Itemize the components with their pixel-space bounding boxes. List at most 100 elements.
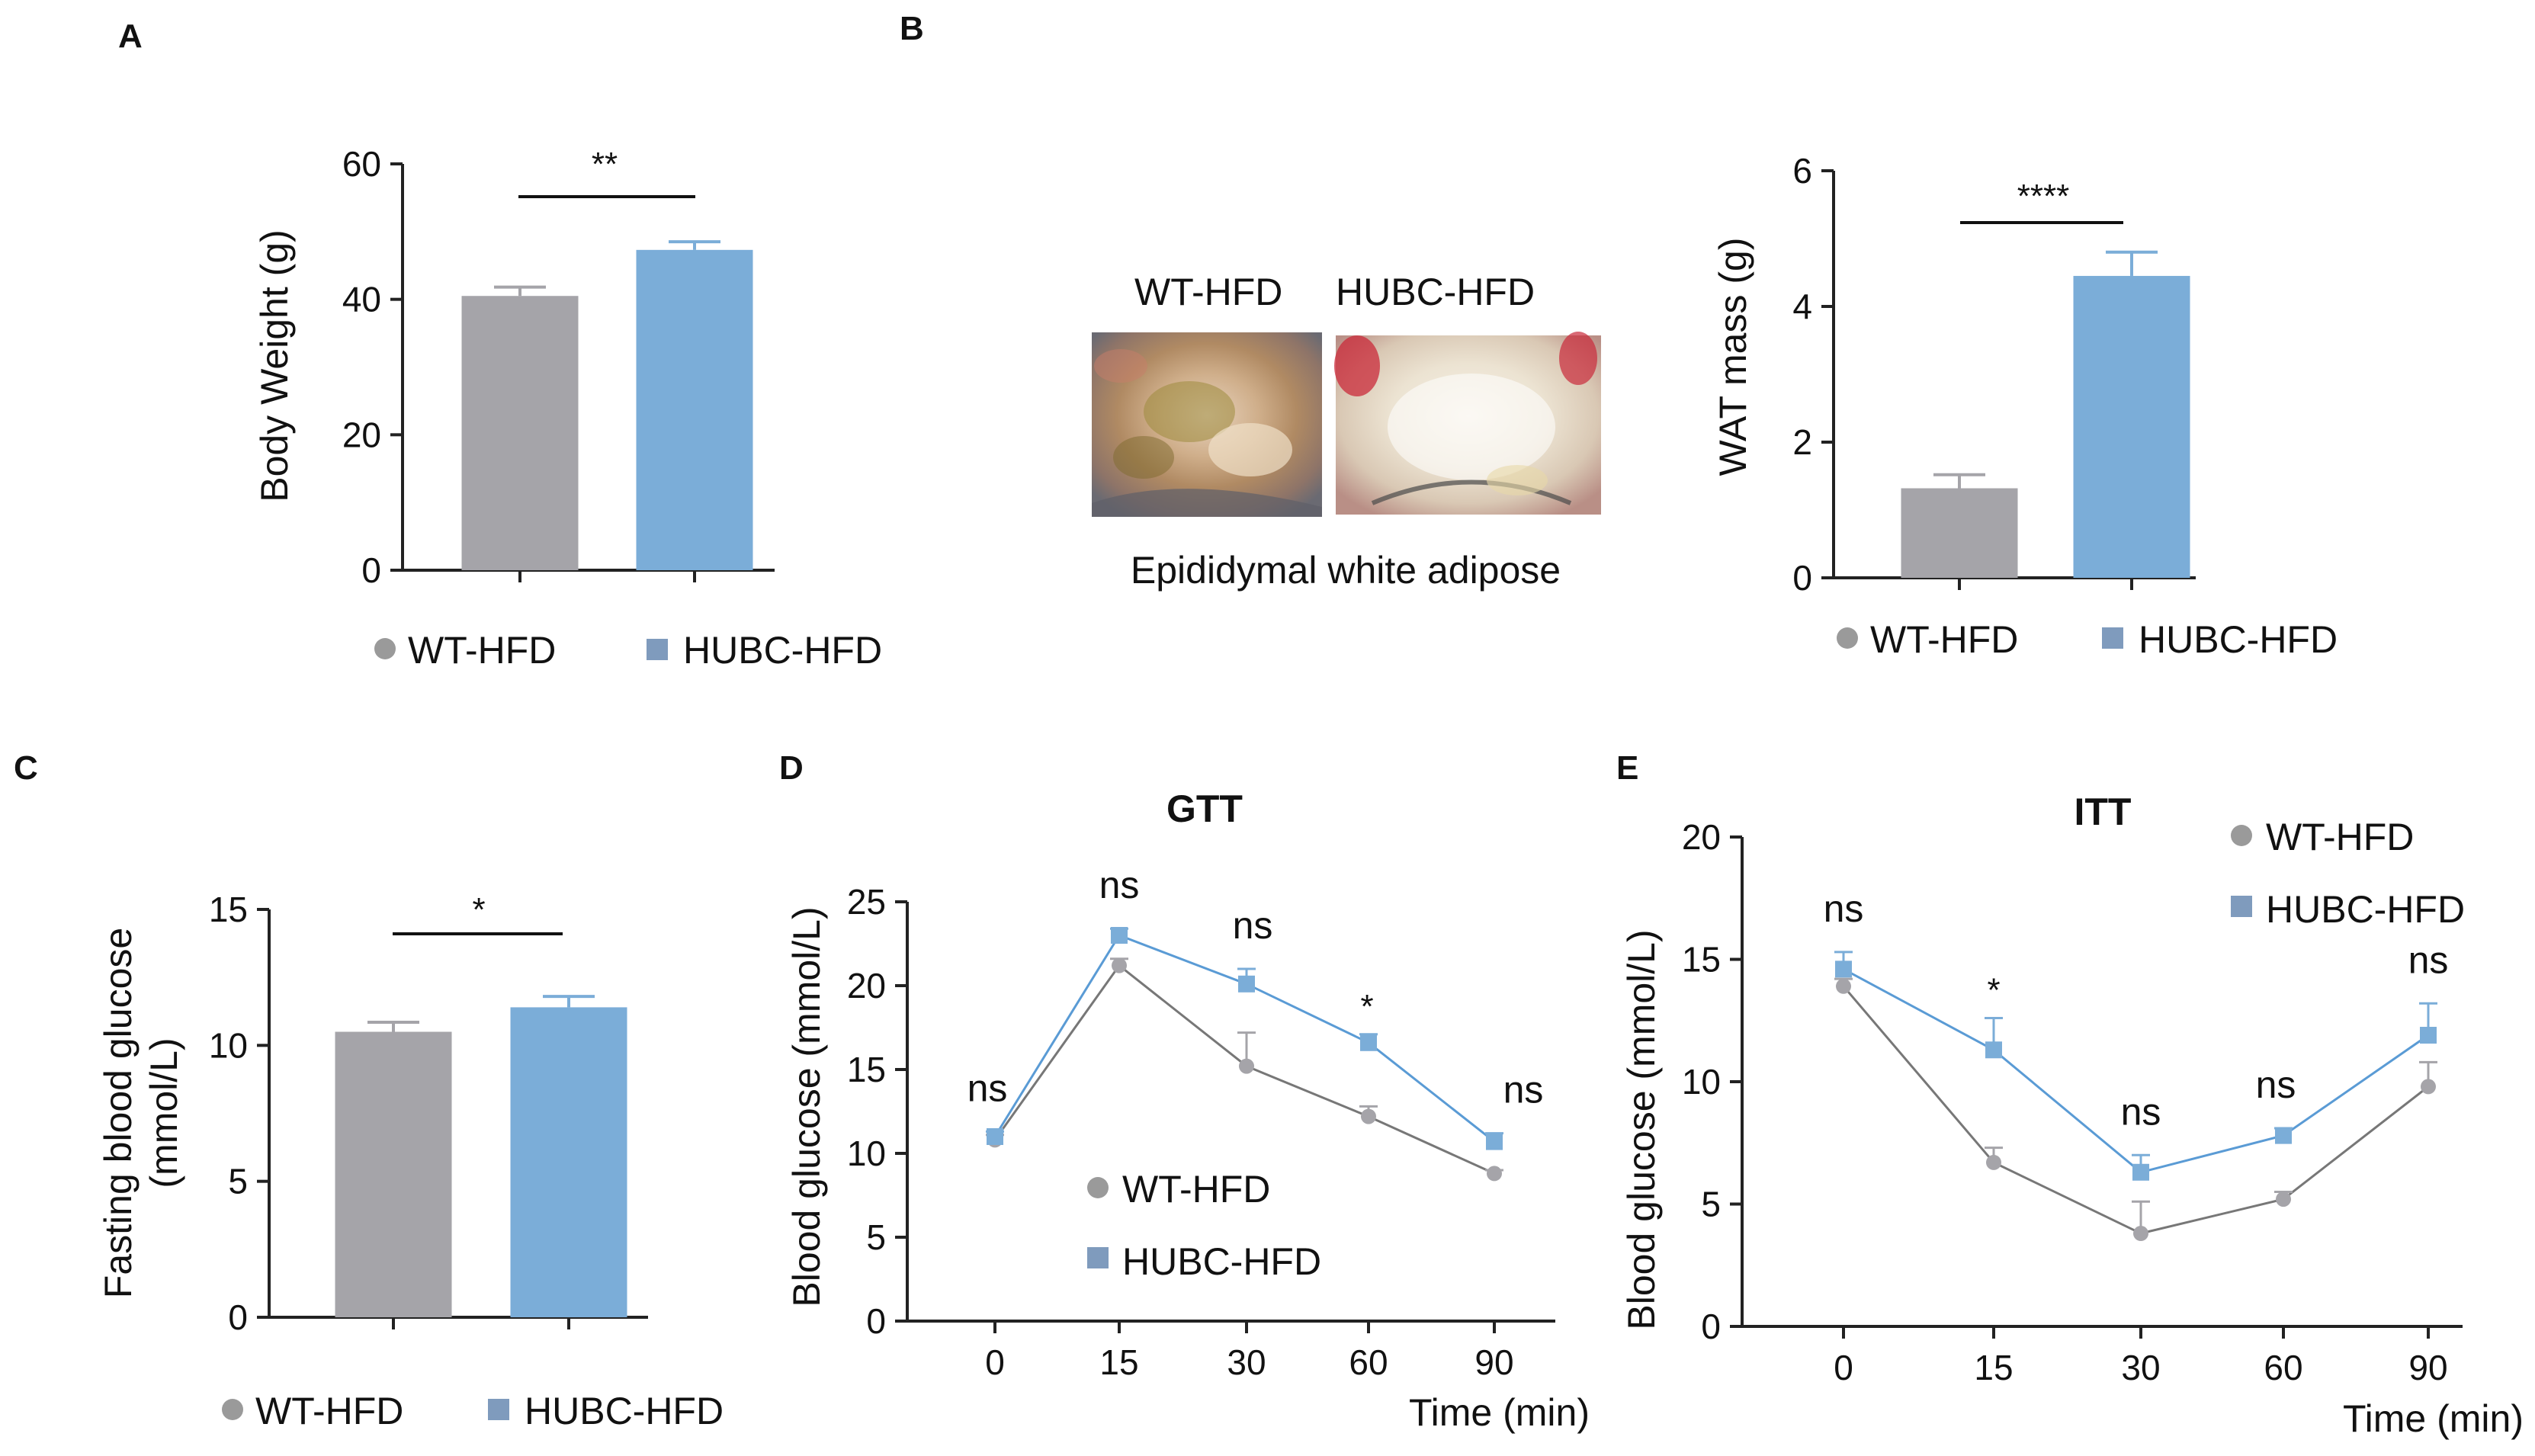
panel-d-y-tick-label: 20: [847, 966, 886, 1005]
panel-c-y-tick-label: 0: [228, 1297, 248, 1337]
panel-a-legend-wt-marker: [374, 638, 396, 659]
panel-e-y-tick-label: 10: [1682, 1062, 1721, 1102]
panel-d-x-tick-label: 30: [1227, 1342, 1266, 1382]
panel-c-y-axis-label-line1: Fasting blood glucose: [97, 928, 140, 1298]
panel-c-chart: 0 5 10 15: [209, 890, 648, 1337]
panel-d-sig-label: ns: [1099, 864, 1140, 906]
photo-wt-hfd: [1092, 332, 1322, 517]
panel-e-letter: E: [1616, 749, 1638, 787]
panel-d-y-tick-label: 0: [866, 1301, 886, 1341]
panel-c-bar-wt: [335, 1031, 452, 1317]
panel-d-x-tick-label: 15: [1099, 1342, 1138, 1382]
panel-b-legend-wt: WT-HFD: [1870, 618, 2018, 661]
panel-e-point-hubc: [2132, 1163, 2149, 1181]
panel-b-legend: WT-HFD HUBC-HFD: [1837, 618, 2338, 661]
panel-d-series-hubc-line: [993, 934, 1495, 1143]
panel-d-sig-label: ns: [1233, 904, 1273, 947]
panel-e-legend-wt-marker: [2231, 825, 2252, 846]
panel-b-chart: 0 2 4 6: [1792, 151, 2196, 598]
panel-b-photo-label-hubc: HUBC-HFD: [1336, 271, 1535, 313]
panel-d-y-tick-label: 10: [847, 1134, 886, 1173]
panel-e-point-wt: [2276, 1191, 2291, 1207]
panel-b-legend-hubc: HUBC-HFD: [2139, 618, 2338, 661]
panel-e-title: ITT: [2075, 791, 2132, 833]
panel-b-y-tick-label: 6: [1792, 151, 1812, 191]
panel-e-point-hubc: [1985, 1041, 2002, 1059]
panel-e-y-axis-label: Blood glucose (mmol/L): [1620, 929, 1663, 1329]
panel-a-y-tick-label: 60: [342, 144, 381, 184]
panel-d-x-axis-label: Time (min): [1409, 1391, 1590, 1434]
panel-d-point-wt: [1361, 1108, 1376, 1124]
panel-c-legend-wt: WT-HFD: [255, 1390, 403, 1432]
panel-e-sig-label: ns: [2121, 1090, 2161, 1133]
photo-hubc-hfd: [1334, 332, 1601, 515]
panel-b-bar-hubc: [2073, 275, 2190, 578]
panel-a-sig-label: **: [592, 146, 618, 183]
panel-d-legend-hubc: HUBC-HFD: [1122, 1240, 1321, 1283]
panel-a-y-tick-label: 0: [361, 550, 381, 590]
panel-d-y-tick-label: 5: [866, 1217, 886, 1257]
panel-e-y-tick-label: 0: [1701, 1307, 1721, 1346]
panel-e-point-wt: [1836, 978, 1851, 994]
panel-d-point-hubc: [1238, 975, 1255, 993]
panel-b-y-axis-label: WAT mass (g): [1712, 238, 1754, 476]
panel-e-x-tick-label: 0: [1834, 1348, 1853, 1387]
panel-b-bar-wt: [1901, 488, 2018, 578]
panel-a-legend-hubc-marker: [647, 639, 668, 660]
panel-a: A Body Weight (g) 0 20 40 60 ** WT-HFD HUBC…: [118, 18, 882, 672]
panel-c-sig-label: *: [472, 891, 485, 928]
panel-b-legend-wt-marker: [1837, 627, 1858, 649]
panel-e-x-tick-label: 30: [2121, 1348, 2160, 1387]
panel-e-sig-label: ns: [2256, 1063, 2296, 1106]
panel-e-legend: WT-HFD HUBC-HFD: [2231, 816, 2465, 931]
panel-e-sig-label: ns: [2408, 938, 2449, 981]
panel-b-y-tick-label: 4: [1792, 287, 1812, 326]
panel-c-legend-hubc-marker: [488, 1399, 509, 1420]
panel-e-legend-hubc-marker: [2231, 896, 2252, 917]
panel-e-x-tick-label: 60: [2264, 1348, 2302, 1387]
panel-e-y-tick-label: 5: [1701, 1185, 1721, 1224]
panel-d-legend: WT-HFD HUBC-HFD: [1087, 1168, 1321, 1283]
panel-d-letter: D: [779, 749, 804, 787]
panel-d-point-wt: [1487, 1166, 1502, 1182]
panel-b-y-tick-label: 0: [1792, 558, 1812, 598]
panel-a-letter: A: [118, 18, 143, 55]
panel-e-point-hubc: [1835, 961, 1852, 978]
panel-e-point-wt: [1986, 1154, 2001, 1170]
panel-c-y-tick-label: 15: [209, 890, 248, 929]
panel-e-y-tick-label: 15: [1682, 940, 1721, 980]
panel-d-x-tick-label: 0: [985, 1342, 1005, 1382]
panel-e-x-tick-label: 90: [2408, 1348, 2447, 1387]
panel-d-point-hubc: [987, 1128, 1003, 1145]
panel-b-sig-label: ****: [2017, 178, 2070, 215]
panel-e-point-wt: [2421, 1079, 2436, 1095]
panel-e: E ITT Blood glucose (mmol/L) Time (min) …: [1616, 749, 2524, 1440]
panel-d-title: GTT: [1166, 787, 1243, 830]
panel-b-legend-hubc-marker: [2102, 627, 2123, 649]
panel-a-y-axis-label: Body Weight (g): [253, 229, 296, 502]
panel-a-legend-hubc: HUBC-HFD: [683, 629, 882, 672]
panel-e-point-hubc: [2420, 1027, 2437, 1044]
panel-d-legend-wt: WT-HFD: [1122, 1168, 1270, 1211]
panel-e-legend-wt: WT-HFD: [2266, 816, 2414, 858]
panel-d-y-tick-label: 25: [847, 882, 886, 922]
panel-a-legend-wt: WT-HFD: [408, 629, 556, 672]
panel-c-y-tick-label: 5: [228, 1162, 248, 1201]
panel-c-y-axis-label-line2: (mmol/L): [143, 1037, 185, 1188]
panel-c-legend-wt-marker: [222, 1399, 243, 1420]
panel-d-sig-label: *: [1360, 988, 1373, 1025]
panel-a-y-tick-label: 40: [342, 280, 381, 319]
panel-d-legend-hubc-marker: [1087, 1247, 1109, 1268]
panel-e-series-hubc-line: [1843, 968, 2429, 1174]
panel-a-bar-hubc: [636, 249, 753, 570]
panel-c-legend-hubc: HUBC-HFD: [525, 1390, 724, 1432]
panel-a-chart: 0 20 40 60: [342, 144, 775, 590]
panel-b-y-tick-label: 2: [1792, 422, 1812, 462]
panel-d-sig-label: ns: [1503, 1069, 1544, 1111]
panel-e-y-tick-label: 20: [1682, 817, 1721, 857]
panel-e-point-hubc: [2275, 1127, 2292, 1144]
panel-c-y-tick-label: 10: [209, 1025, 248, 1065]
panel-e-sig-label: ns: [1824, 887, 1864, 930]
panel-d-legend-wt-marker: [1087, 1177, 1109, 1198]
